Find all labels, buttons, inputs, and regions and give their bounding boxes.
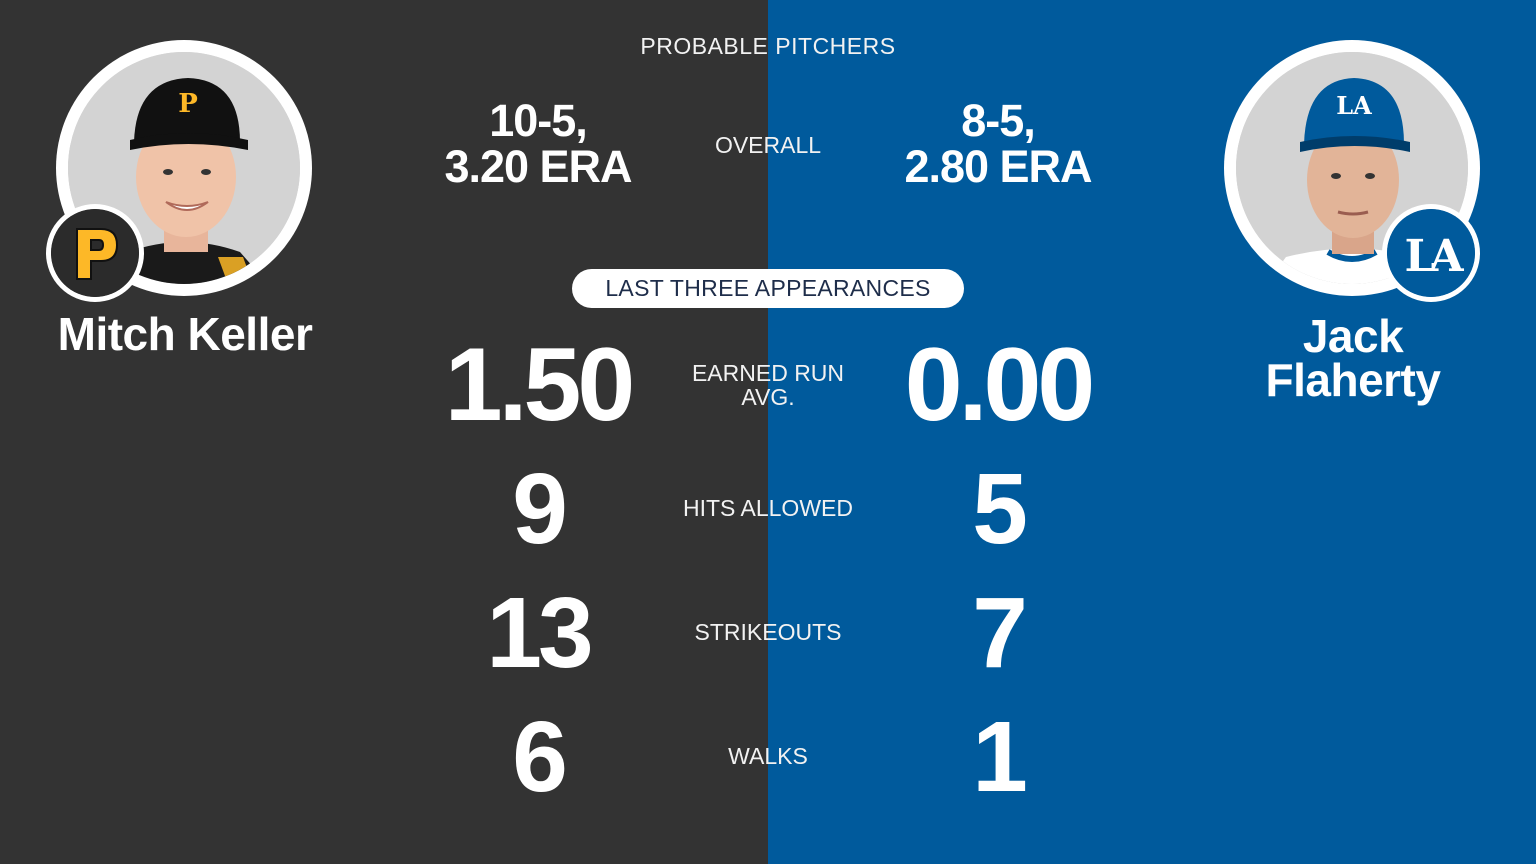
away-era-stat: 1.50: [444, 327, 635, 443]
pitcher-headshot-icon: LA: [1236, 52, 1468, 284]
pitcher-headshot-icon: P: [68, 52, 300, 284]
home-strikeouts-stat: 7: [972, 577, 1028, 689]
home-pitcher-last-name: Flaherty: [1265, 354, 1441, 406]
home-era-stat: 0.00: [904, 327, 1095, 443]
home-record: 8-5,: [961, 95, 1036, 146]
hits-stat-label: HITS ALLOWED: [683, 495, 853, 521]
strikeouts-stat-label: STRIKEOUTS: [694, 619, 842, 645]
away-pitcher-name: Mitch Keller: [57, 308, 313, 360]
away-strikeouts-stat: 13: [486, 577, 593, 689]
pirates-logo-badge: [46, 204, 144, 302]
home-pitcher-first-name: Jack: [1302, 310, 1404, 362]
era-stat-label: EARNED RUN AVG.: [618, 361, 918, 409]
era-stat-label-line1: EARNED RUN: [691, 360, 845, 386]
pirates-logo-icon: [51, 209, 139, 297]
home-hits-stat: 5: [972, 453, 1028, 565]
away-record: 10-5,: [489, 95, 588, 146]
section-title-pill: LAST THREE APPEARANCES: [572, 269, 964, 308]
away-walks-stat: 6: [512, 701, 568, 813]
home-pitcher-photo: LA: [1224, 40, 1480, 296]
dodgers-logo-icon: LA: [1387, 209, 1475, 297]
overall-label: OVERALL: [714, 132, 822, 158]
svg-text:P: P: [178, 89, 198, 119]
home-era: 2.80 ERA: [904, 141, 1092, 192]
dodgers-logo-badge: LA: [1382, 204, 1480, 302]
away-hits-stat: 9: [512, 453, 568, 565]
home-pitcher-name: Jack Flaherty: [1222, 310, 1484, 406]
era-stat-label-line2: AVG.: [741, 384, 795, 410]
svg-text:LA: LA: [1336, 91, 1372, 120]
away-overall-stat: 10-5, 3.20 ERA: [388, 98, 688, 190]
page-title: PROBABLE PITCHERS: [640, 33, 896, 59]
away-era: 3.20 ERA: [444, 141, 632, 192]
svg-text:LA: LA: [1404, 231, 1464, 282]
home-overall-stat: 8-5, 2.80 ERA: [848, 98, 1148, 190]
home-walks-stat: 1: [972, 701, 1028, 813]
walks-stat-label: WALKS: [728, 743, 808, 769]
